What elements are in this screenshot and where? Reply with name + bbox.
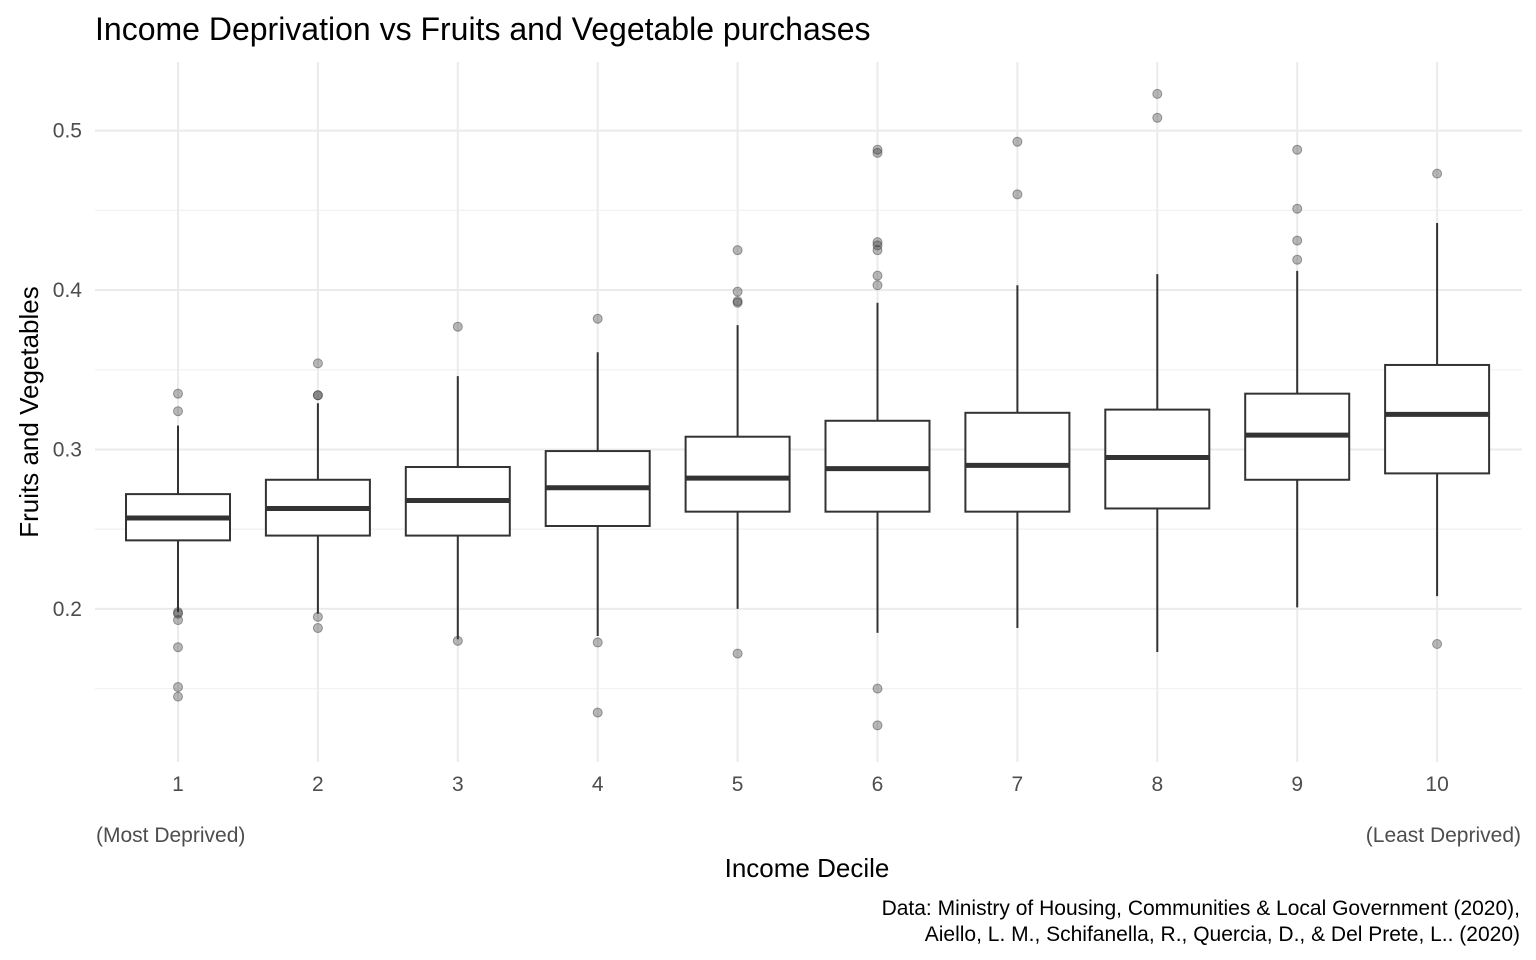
outlier-point (173, 388, 183, 399)
y-tick-label: 0.2 (53, 598, 82, 621)
box-decile-3 (404, 376, 511, 640)
x-tick-label: 7 (1012, 773, 1024, 796)
outlier-point (312, 623, 323, 634)
x-note-least-deprived: (Least Deprived) (1366, 824, 1521, 847)
interquartile-box (684, 435, 791, 513)
outlier-point (452, 321, 463, 332)
outlier-point (452, 635, 463, 646)
outlier-point (872, 280, 883, 291)
boxplot-series (125, 223, 1491, 652)
outlier-point (173, 615, 183, 626)
outlier-points (173, 88, 1443, 731)
chart-title: Income Deprivation vs Fruits and Vegetab… (95, 11, 871, 47)
outlier-point (1152, 88, 1163, 99)
x-tick-label: 1 (172, 773, 184, 796)
outlier-point (1012, 189, 1023, 200)
outlier-point (872, 270, 883, 281)
outlier-point (872, 147, 883, 158)
outlier-point (1152, 112, 1163, 123)
box-decile-10 (1384, 223, 1491, 597)
x-axis-tick-labels: 1 2 3 4 5 6 7 8 9 10 (172, 773, 1449, 796)
box-decile-8 (1104, 274, 1211, 652)
x-tick-label: 10 (1425, 773, 1448, 796)
x-axis-title: Income Decile (725, 853, 890, 883)
caption-line-2: Aiello, L. M., Schifanella, R., Quercia,… (925, 923, 1520, 946)
outlier-point (872, 720, 883, 731)
outlier-point (1432, 639, 1443, 650)
y-tick-label: 0.4 (53, 279, 83, 302)
x-tick-label: 6 (872, 773, 884, 796)
outlier-point (312, 611, 323, 622)
y-tick-label: 0.3 (53, 438, 82, 461)
box-decile-1 (125, 425, 231, 613)
y-axis-tick-labels: 0.2 0.3 0.4 0.5 (53, 120, 83, 621)
interquartile-box (1384, 363, 1491, 475)
outlier-point (732, 296, 743, 307)
x-tick-label: 9 (1291, 773, 1303, 796)
outlier-point (732, 648, 743, 659)
outlier-point (592, 637, 603, 648)
outlier-point (1432, 168, 1443, 179)
outlier-point (872, 240, 883, 251)
outlier-point (872, 237, 883, 248)
outlier-point (312, 358, 323, 369)
outlier-point (312, 390, 323, 401)
x-tick-label: 5 (732, 773, 744, 796)
x-tick-label: 4 (592, 773, 604, 796)
outlier-point (732, 286, 743, 297)
caption-line-1: Data: Ministry of Housing, Communities &… (882, 897, 1520, 920)
box-decile-2 (264, 403, 371, 614)
x-note-most-deprived: (Most Deprived) (96, 824, 245, 847)
outlier-point (173, 608, 183, 619)
outlier-point (173, 642, 183, 653)
outlier-point (592, 707, 603, 718)
outlier-point (1012, 136, 1023, 147)
box-decile-7 (964, 285, 1071, 629)
box-decile-4 (544, 352, 651, 637)
outlier-point (872, 245, 883, 256)
outlier-point (1292, 254, 1303, 265)
interquartile-box (964, 411, 1071, 513)
y-tick-label: 0.5 (53, 120, 82, 143)
outlier-point (173, 691, 183, 702)
outlier-point (173, 607, 183, 618)
x-tick-label: 2 (312, 773, 324, 796)
outlier-point (1292, 203, 1303, 214)
y-axis-title: Fruits and Vegetables (14, 286, 44, 538)
outlier-point (872, 683, 883, 694)
outlier-point (173, 682, 183, 693)
outlier-point (312, 390, 323, 401)
outlier-point (592, 313, 603, 324)
box-decile-9 (1244, 270, 1351, 608)
x-tick-label: 8 (1151, 773, 1163, 796)
box-decile-5 (684, 325, 791, 609)
x-tick-label: 3 (452, 773, 464, 796)
outlier-point (872, 144, 883, 155)
outlier-point (173, 406, 183, 417)
box-decile-6 (824, 302, 931, 633)
outlier-point (732, 245, 743, 256)
outlier-point (732, 297, 743, 308)
outlier-point (1292, 144, 1303, 155)
outlier-point (1292, 235, 1303, 246)
